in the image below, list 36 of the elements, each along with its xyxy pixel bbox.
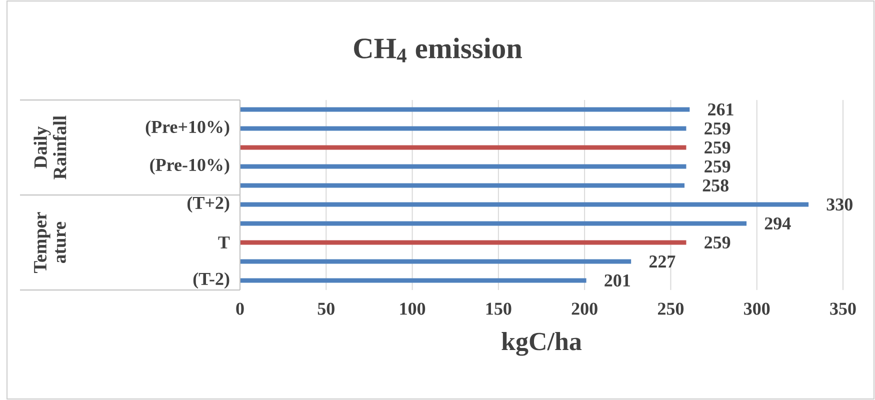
data-label: 330 — [826, 198, 852, 211]
data-label: 259 — [704, 141, 730, 154]
bar — [240, 278, 586, 283]
data-label: 261 — [708, 103, 734, 116]
data-label: 258 — [702, 179, 729, 192]
bar — [240, 183, 684, 188]
y-tick-label: (Pre-10%) — [150, 158, 230, 175]
bar — [240, 126, 686, 131]
y-tick-label: T — [218, 236, 230, 248]
bar — [240, 221, 747, 226]
text: Temper ature — [34, 212, 66, 273]
text: Daily Rainfall — [34, 116, 66, 180]
bar — [240, 107, 690, 112]
x-tick-label: 300 — [744, 302, 770, 315]
y-tick-label: (T-2) — [193, 272, 230, 289]
x-axis-title: kgC/ha — [502, 332, 582, 356]
x-tick-label: 0 — [236, 302, 244, 315]
data-label: 259 — [704, 160, 730, 173]
x-tick-label: 150 — [486, 302, 512, 315]
bar — [240, 240, 686, 245]
data-label: 201 — [604, 274, 630, 287]
x-tick-label: 50 — [318, 302, 334, 315]
y-tick-label: (Pre+10%) — [146, 120, 230, 137]
bar — [240, 164, 686, 169]
data-label: 259 — [704, 122, 730, 135]
x-tick-label: 200 — [572, 302, 598, 315]
bar — [240, 259, 632, 264]
x-tick-label: 100 — [400, 302, 426, 315]
x-tick-label: 350 — [830, 302, 856, 315]
data-label: 259 — [704, 236, 730, 249]
x-tick-label: 250 — [658, 302, 684, 315]
y-tick-label: (T+2) — [188, 196, 230, 213]
data-label: 294 — [764, 217, 791, 230]
bar — [240, 202, 809, 207]
chart-title: CH$_{4}$ emission — [354, 38, 522, 62]
data-label: 227 — [649, 256, 676, 268]
